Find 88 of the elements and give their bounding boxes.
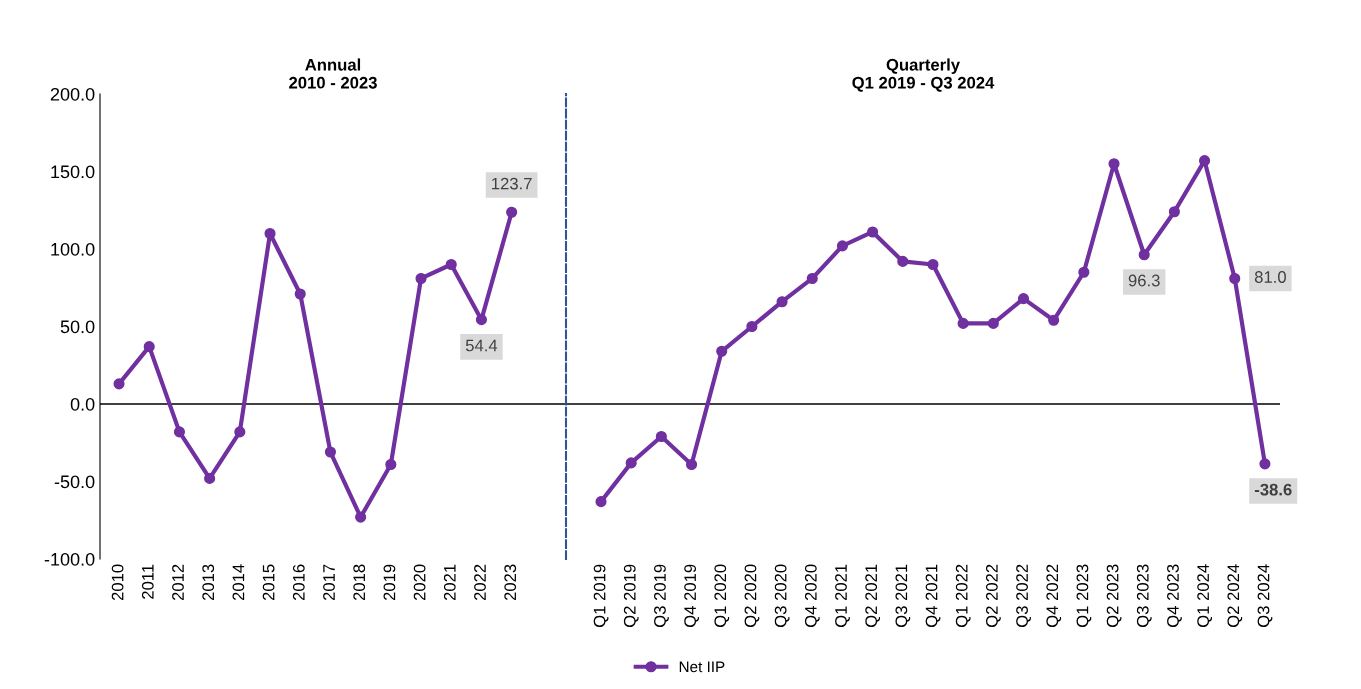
point [506,206,518,218]
x-tick-label: Q2 2021 [865,564,881,628]
chart-title: Annual 2010 - 2023 [289,58,377,89]
point [204,472,216,484]
point [294,288,306,300]
point [1017,293,1030,305]
point [143,341,155,353]
y-tick-label: -50.0 [54,475,95,489]
x-tick-label: 2013 [202,564,215,601]
x-tick-label: Q1 2024 [1197,564,1213,628]
x-tick-label: Q2 2023 [1106,564,1122,628]
point [1138,249,1150,261]
point [625,457,637,469]
x-tick-label: 2015 [262,564,275,601]
point [445,258,457,271]
data-label: 123.7 [492,177,532,190]
point [927,258,939,271]
y-tick-label: 50.0 [60,320,95,334]
x-tick-label: 2012 [172,564,184,601]
point [806,272,818,285]
point [1168,206,1180,218]
point [987,317,999,329]
y-tick-label: 0.0 [70,397,95,411]
x-tick-label: Q4 2023 [1167,564,1182,628]
y-tick-label: 200.0 [50,87,95,101]
x-tick-label: Q3 2023 [1136,564,1152,628]
x-tick-label: Q2 2019 [623,564,639,628]
point [1048,314,1060,326]
x-tick-label: Q4 2019 [684,564,699,628]
point [685,458,698,471]
x-tick-label: Q1 2022 [955,564,971,628]
y-tick-label: -100.0 [44,552,95,566]
y-tick-label: 150.0 [51,165,95,179]
point [1229,272,1241,285]
point [173,426,185,438]
point [415,272,427,285]
x-tick-label: 2023 [504,564,517,601]
data-label: 96.3 [1128,274,1160,287]
x-tick-label: Q2 2022 [985,564,1001,628]
point [113,378,125,390]
point [1259,458,1271,470]
x-tick-label: 2021 [443,564,456,601]
point [655,430,667,443]
x-tick-label: Q1 2021 [835,564,850,628]
x-tick-label: Q4 2022 [1046,564,1062,628]
point [595,496,607,508]
x-tick-label: 2018 [353,564,366,601]
x-tick-label: Q4 2020 [804,564,820,628]
point [355,511,367,523]
x-tick-label: 2016 [292,564,305,601]
x-tick-label: Q1 2023 [1076,564,1092,628]
point [897,255,909,267]
point [264,227,276,240]
x-tick-label: Q1 2020 [714,564,730,628]
x-tick-label: Q3 2021 [895,564,911,628]
data-label: 54.4 [465,339,498,352]
point [746,320,758,333]
data-label: -38.6 [1254,483,1292,496]
point [475,314,487,326]
point [867,226,879,238]
x-tick-label: 2011 [141,564,154,599]
point [234,426,246,438]
x-tick-label: 2010 [111,564,124,601]
x-tick-label: Q2 2020 [744,564,760,628]
x-tick-label: 2014 [232,564,245,601]
x-tick-label: Q1 2019 [593,564,609,628]
chart-title: Quarterly Q1 2019 - Q3 2024 [852,58,995,92]
point [1108,158,1120,170]
x-tick-label: 2022 [474,564,486,601]
data-label: 81.0 [1254,271,1286,283]
x-tick-label: Q3 2024 [1257,564,1273,628]
point [385,458,397,471]
point [957,317,969,329]
x-tick-label: 2019 [383,564,396,601]
x-tick-label: Q4 2021 [925,564,941,628]
x-tick-label: 2017 [323,564,335,601]
x-tick-label: Q3 2020 [774,564,790,628]
point [324,446,336,458]
point [1078,266,1090,278]
x-tick-label: Q2 2024 [1227,564,1243,628]
y-tick-label: 100.0 [51,242,95,256]
x-tick-label: Q3 2019 [654,564,669,628]
legend-label: Net IIP [679,661,725,673]
x-tick-label: 2020 [413,564,426,601]
point [836,240,848,252]
point [776,296,788,308]
x-tick-label: Q3 2022 [1016,564,1031,628]
point [716,345,728,357]
